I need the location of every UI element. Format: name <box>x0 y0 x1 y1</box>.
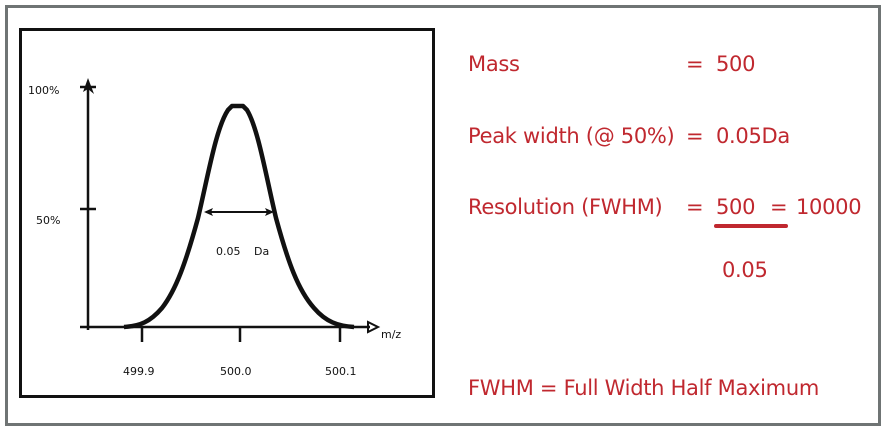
resolution-result: 10000 <box>796 195 862 219</box>
x-tick-label-500-0: 500.0 <box>220 365 252 378</box>
mass-equals: = <box>686 52 704 76</box>
fwhm-unit: Da <box>254 245 270 258</box>
resolution-equals: = <box>686 195 704 219</box>
resolution-equals-2: = <box>770 195 788 219</box>
peak-width-label: Peak width (@ 50%) <box>468 124 675 148</box>
fwhm-definition: FWHM = Full Width Half Maximum <box>468 376 820 400</box>
x-axis-arrow-icon <box>367 320 381 334</box>
resolution-numerator: 500 <box>716 195 756 219</box>
peak-width-equals: = <box>686 124 704 148</box>
y-label-50: 50% <box>36 214 61 227</box>
peak-width-value: 0.05Da <box>716 124 790 148</box>
x-tick-label-499-9: 499.9 <box>123 365 155 378</box>
fraction-bar <box>714 224 788 228</box>
x-tick-label-500-1: 500.1 <box>325 365 357 378</box>
resolution-label: Resolution (FWHM) <box>468 195 663 219</box>
mass-value: 500 <box>716 52 756 76</box>
fwhm-value: 0.05 <box>216 245 241 258</box>
mass-label: Mass <box>468 52 520 76</box>
peak-curve <box>123 103 355 330</box>
resolution-denominator: 0.05 <box>722 258 768 282</box>
y-label-100: 100% <box>28 84 60 97</box>
x-axis-label: m/z <box>381 328 402 341</box>
